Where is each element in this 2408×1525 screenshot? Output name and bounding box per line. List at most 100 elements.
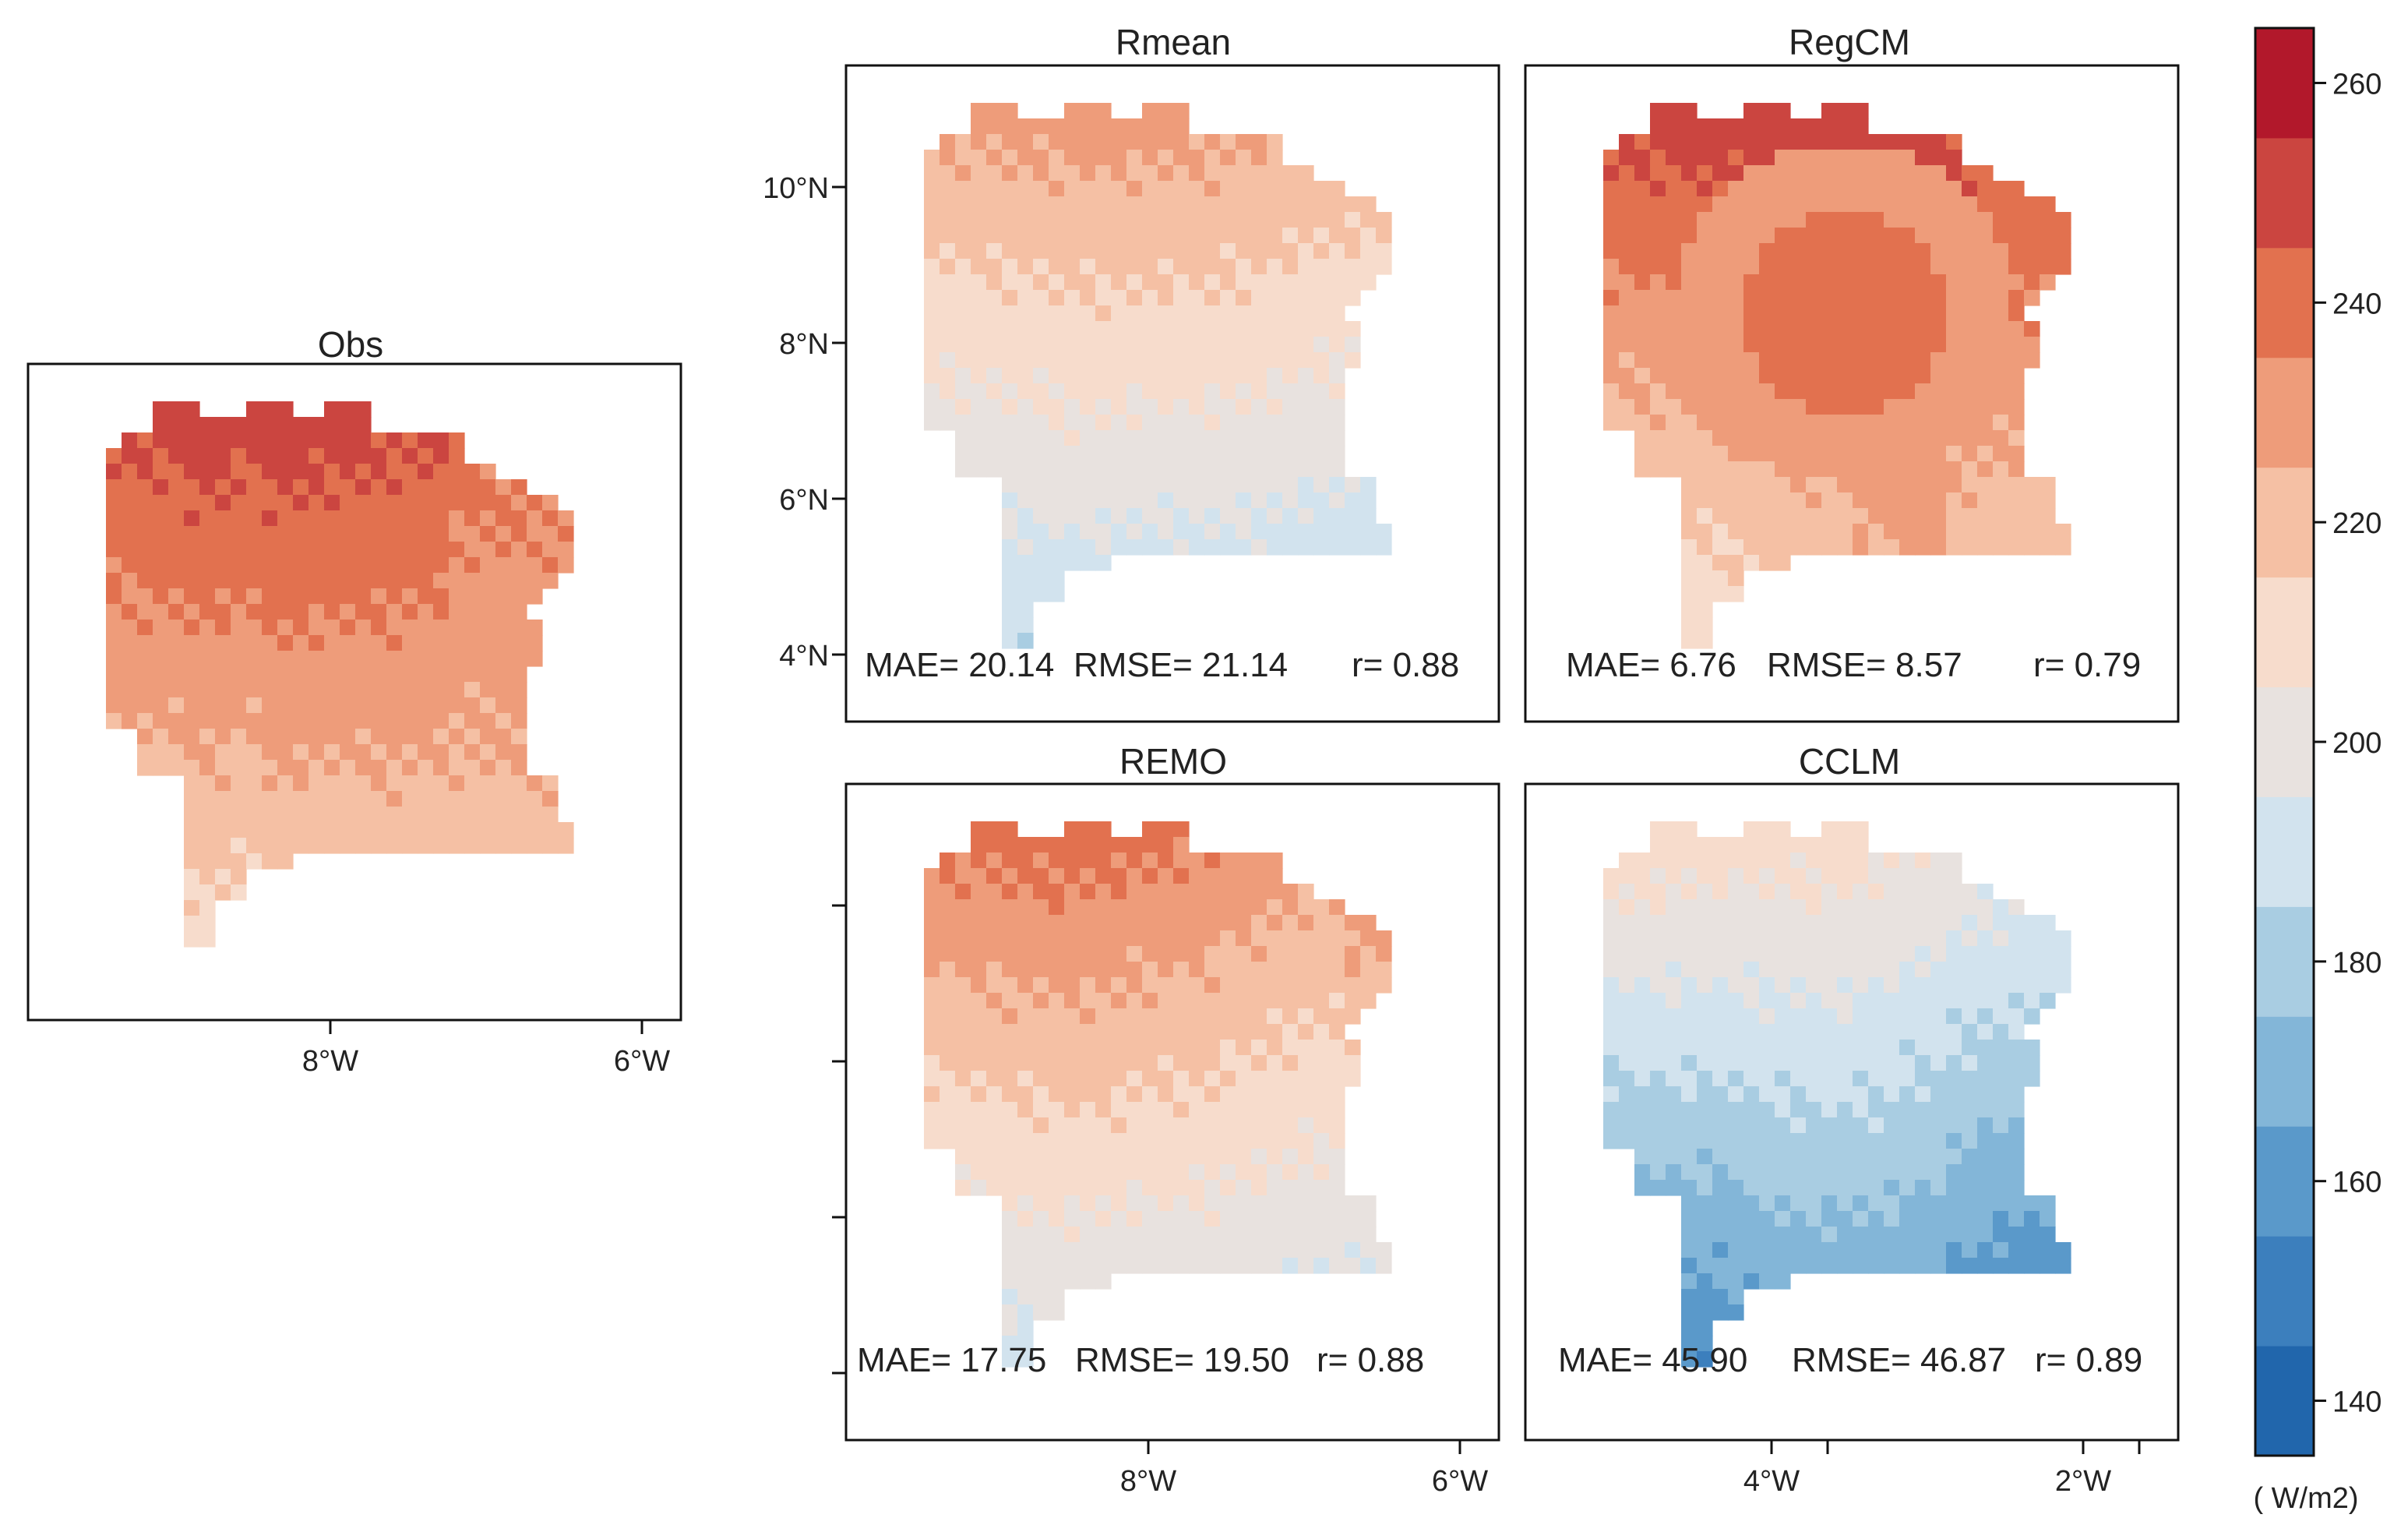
map-cell (1220, 228, 1236, 244)
map-cell (449, 620, 465, 636)
map-cell (940, 134, 956, 150)
map-cell (1681, 617, 1698, 634)
map-cell (1712, 993, 1729, 1009)
map-cell (386, 542, 403, 558)
map-cell (1111, 837, 1127, 853)
map-cell (1993, 1008, 2009, 1025)
map-cell (1993, 399, 2009, 415)
map-cell (1681, 461, 1698, 478)
map-cell (1977, 1086, 1994, 1103)
map-cell (1634, 415, 1651, 431)
map-cell (1915, 368, 1931, 384)
map-cell (1837, 1040, 1853, 1056)
map-cell (1650, 946, 1666, 962)
map-cell (464, 464, 481, 480)
map-cell (1915, 352, 1931, 369)
map-cell (1806, 228, 1822, 244)
map-cell (1853, 1117, 1869, 1134)
map-cell (1946, 477, 1962, 493)
map-cell (1329, 305, 1345, 322)
map-cell (1220, 181, 1236, 197)
map-cell (168, 651, 185, 667)
map-cell (1173, 118, 1190, 135)
map-cell (1712, 524, 1729, 540)
map-cell (1313, 899, 1330, 916)
map-cell (1298, 1195, 1314, 1212)
map-cell (324, 401, 340, 418)
map-cell (1111, 181, 1127, 197)
map-cell (1697, 1055, 1713, 1071)
map-cell (1868, 1258, 1884, 1274)
map-cell (1775, 884, 1791, 900)
map-cell (1977, 383, 1994, 400)
map-cell (1697, 492, 1713, 509)
map-cell (1017, 837, 1034, 853)
map-cell (324, 729, 340, 745)
map-cell (153, 744, 169, 761)
map-cell (1681, 415, 1698, 431)
map-cell (1236, 1211, 1252, 1227)
map-cell (480, 620, 496, 636)
map-cell (1017, 1008, 1034, 1025)
map-cell (1017, 1133, 1034, 1149)
map-cell (262, 853, 278, 870)
map-cell (1650, 1024, 1666, 1040)
map-cell (1329, 1164, 1345, 1181)
map-cell (1267, 352, 1283, 369)
map-cell (1712, 1289, 1729, 1305)
map-cell (449, 542, 465, 558)
map-cell (971, 1071, 987, 1087)
map-cell (511, 666, 527, 683)
map-cell (106, 448, 122, 464)
map-cell (340, 838, 356, 854)
map-cell (1868, 1086, 1884, 1103)
map-cell (1111, 415, 1127, 431)
map-cell (231, 495, 247, 511)
map-cell (1712, 446, 1729, 462)
map-cell (1697, 1071, 1713, 1087)
map-cell (402, 526, 418, 542)
map-cell (1282, 492, 1299, 509)
map-cell (262, 791, 278, 807)
map-cell (1634, 868, 1651, 884)
map-cell (1728, 446, 1744, 462)
map-cell (262, 760, 278, 776)
map-cell (1884, 899, 1900, 916)
map-cell (1821, 930, 1838, 947)
map-cell (542, 838, 559, 854)
map-cell (277, 417, 294, 433)
map-cell (1017, 1024, 1034, 1040)
map-cell (1993, 477, 2009, 493)
map-cell (1002, 524, 1018, 540)
map-cell (1884, 321, 1900, 337)
map-cell (1189, 1008, 1205, 1025)
map-cell (137, 432, 153, 449)
map-cell (1681, 430, 1698, 447)
map-cell (1728, 181, 1744, 197)
map-cell (402, 807, 418, 823)
map-cell (1173, 1164, 1190, 1181)
map-cell (1173, 1071, 1190, 1087)
map-cell (1204, 492, 1221, 509)
map-cell (1173, 1133, 1190, 1149)
map-cell (1946, 446, 1962, 462)
map-cell (1915, 430, 1931, 447)
map-cell (1666, 399, 1682, 415)
map-cell (355, 744, 372, 761)
map-cell (1080, 228, 1096, 244)
map-cell (215, 542, 231, 558)
map-cell (402, 510, 418, 527)
map-cell (1298, 337, 1314, 353)
map-cell (1899, 446, 1916, 462)
map-cell (464, 682, 481, 698)
map-cell (1806, 477, 1822, 493)
map-cell (1080, 821, 1096, 838)
map-cell (971, 274, 987, 291)
map-cell (1634, 212, 1651, 228)
map-cell (1930, 446, 1947, 462)
map-cell (1017, 399, 1034, 415)
map-cell (1017, 196, 1034, 213)
map-cell (1899, 1149, 1916, 1165)
map-cell (986, 899, 1003, 916)
map-cell (1017, 1227, 1034, 1243)
